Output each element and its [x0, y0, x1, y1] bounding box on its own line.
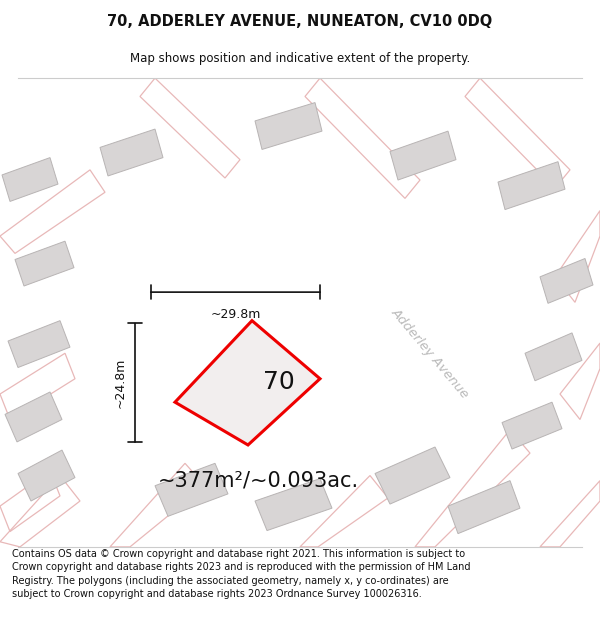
Polygon shape	[255, 102, 322, 149]
Polygon shape	[5, 392, 62, 442]
Polygon shape	[502, 402, 562, 449]
Polygon shape	[375, 447, 450, 504]
Polygon shape	[540, 259, 593, 303]
Text: Map shows position and indicative extent of the property.: Map shows position and indicative extent…	[130, 52, 470, 65]
Polygon shape	[498, 162, 565, 209]
Polygon shape	[2, 158, 58, 201]
Polygon shape	[525, 333, 582, 381]
Polygon shape	[18, 450, 75, 501]
Polygon shape	[100, 129, 163, 176]
Text: 70, ADDERLEY AVENUE, NUNEATON, CV10 0DQ: 70, ADDERLEY AVENUE, NUNEATON, CV10 0DQ	[107, 14, 493, 29]
Text: ~377m²/~0.093ac.: ~377m²/~0.093ac.	[158, 471, 359, 491]
Polygon shape	[175, 321, 320, 445]
Text: Adderley Avenue: Adderley Avenue	[389, 306, 472, 401]
Polygon shape	[155, 463, 228, 516]
Polygon shape	[390, 131, 456, 180]
Polygon shape	[8, 321, 70, 368]
Polygon shape	[15, 241, 74, 286]
Polygon shape	[448, 481, 520, 534]
Text: ~29.8m: ~29.8m	[211, 308, 260, 321]
Text: ~24.8m: ~24.8m	[114, 357, 127, 408]
Polygon shape	[255, 479, 332, 531]
Text: Contains OS data © Crown copyright and database right 2021. This information is : Contains OS data © Crown copyright and d…	[12, 549, 470, 599]
Text: 70: 70	[263, 369, 295, 394]
